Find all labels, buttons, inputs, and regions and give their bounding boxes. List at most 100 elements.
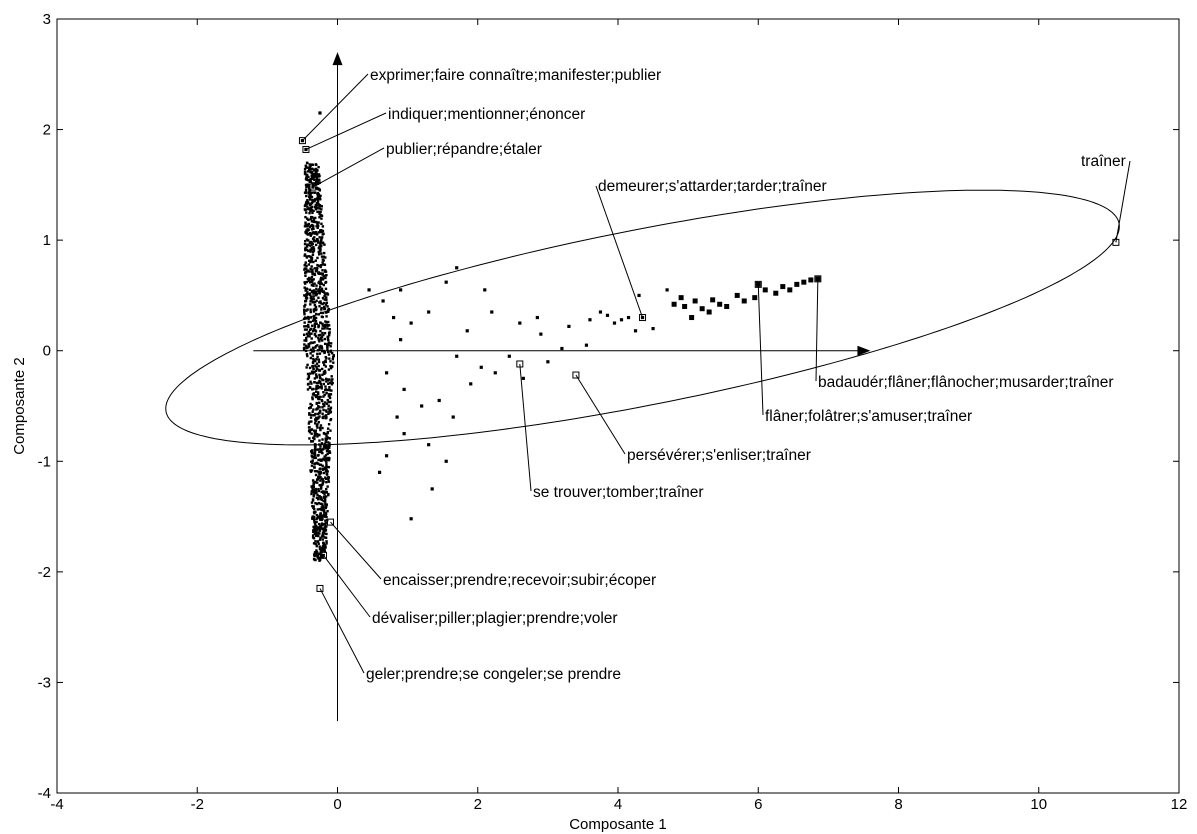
cluster-point xyxy=(323,404,326,408)
cluster-point xyxy=(305,229,308,232)
cluster-point xyxy=(309,217,312,221)
cluster-point xyxy=(313,448,317,451)
cluster-point xyxy=(319,525,322,528)
data-point xyxy=(762,287,768,293)
cluster-point xyxy=(324,546,327,549)
cluster-point xyxy=(316,266,319,270)
cluster-point xyxy=(318,556,321,560)
cluster-point xyxy=(321,327,324,330)
cluster-point xyxy=(309,195,312,199)
cluster-point xyxy=(323,549,326,552)
annotation-leader-line xyxy=(575,374,626,455)
data-point xyxy=(671,301,677,307)
cluster-point xyxy=(302,317,306,321)
cluster-point xyxy=(318,507,322,511)
cluster-point xyxy=(325,532,328,536)
cluster-point xyxy=(319,265,322,269)
cluster-point xyxy=(313,178,316,182)
cluster-point xyxy=(311,253,315,257)
cluster-point xyxy=(312,515,316,519)
y-tick-label: 0 xyxy=(43,343,51,360)
cluster-point xyxy=(319,518,322,521)
cluster-point xyxy=(307,166,310,169)
cluster-point xyxy=(310,432,313,435)
cluster-point xyxy=(312,232,316,235)
cluster-point xyxy=(321,506,325,509)
annotation-leader-line xyxy=(302,73,369,141)
cluster-point xyxy=(305,267,308,270)
cluster-point xyxy=(323,496,327,499)
cluster-point xyxy=(313,452,316,456)
cluster-point xyxy=(305,211,308,214)
cluster-point xyxy=(324,276,327,280)
cluster-point xyxy=(319,321,322,325)
data-points xyxy=(300,111,821,562)
data-point xyxy=(318,111,322,115)
data-point xyxy=(399,288,403,292)
cluster-point xyxy=(314,373,318,376)
cluster-point xyxy=(321,527,325,530)
y-tick-label: -2 xyxy=(38,564,51,581)
cluster-point xyxy=(321,302,324,306)
cluster-point xyxy=(325,487,328,491)
cluster-point xyxy=(323,351,326,355)
x-tick-label: -2 xyxy=(191,796,204,813)
cluster-point xyxy=(309,469,312,472)
cluster-point xyxy=(320,339,324,342)
cluster-point xyxy=(318,426,322,430)
data-point xyxy=(437,398,441,403)
cluster-point xyxy=(315,207,318,210)
cluster-point xyxy=(313,381,316,384)
cluster-point xyxy=(324,454,328,457)
cluster-point xyxy=(313,393,316,397)
data-point xyxy=(710,297,716,303)
cluster-point xyxy=(322,395,325,398)
cluster-point xyxy=(325,296,328,299)
cluster-point xyxy=(320,459,324,462)
cluster-point xyxy=(328,444,331,447)
annotation-label: traîner xyxy=(1081,153,1126,170)
cluster-point xyxy=(321,546,324,550)
cluster-point xyxy=(325,298,328,301)
cluster-point xyxy=(314,319,318,323)
cluster-point xyxy=(322,349,326,353)
cluster-point xyxy=(309,248,313,251)
cluster-point xyxy=(316,526,319,530)
cluster-point xyxy=(321,467,325,471)
annotation-label: geler;prendre;se congeler;se prendre xyxy=(366,666,621,683)
cluster-point xyxy=(316,200,320,203)
cluster-point xyxy=(323,298,326,301)
cluster-point xyxy=(331,356,335,359)
cluster-point xyxy=(305,202,308,205)
cluster-point xyxy=(314,429,317,432)
cluster-point xyxy=(323,455,326,458)
cluster-point xyxy=(304,188,308,192)
cluster-point xyxy=(311,499,315,502)
data-point xyxy=(402,432,406,436)
cluster-point xyxy=(314,345,318,348)
data-point xyxy=(469,382,473,386)
cluster-point xyxy=(303,310,306,314)
cluster-point xyxy=(312,408,315,411)
cluster-point xyxy=(308,429,311,432)
cluster-point xyxy=(313,512,316,515)
cluster-point xyxy=(312,327,315,331)
cluster-point xyxy=(303,170,307,173)
cluster-point xyxy=(324,536,328,540)
cluster-point xyxy=(316,349,320,352)
cluster-point xyxy=(318,346,322,349)
cluster-point xyxy=(311,283,315,286)
cluster-point xyxy=(303,254,306,257)
cluster-point xyxy=(304,338,308,342)
x-tick-label: 6 xyxy=(754,796,762,813)
cluster-point xyxy=(311,329,315,333)
cluster-point xyxy=(313,429,316,432)
cluster-point xyxy=(303,321,306,324)
cluster-point xyxy=(321,482,325,485)
cluster-point xyxy=(329,429,332,432)
cluster-point xyxy=(327,465,331,469)
cluster-point xyxy=(316,454,320,457)
cluster-point xyxy=(310,257,314,260)
cluster-point xyxy=(318,291,321,294)
cluster-point xyxy=(325,377,328,381)
